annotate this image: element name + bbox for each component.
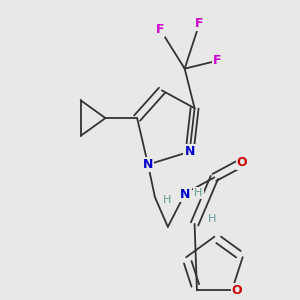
Text: O: O — [232, 284, 242, 297]
Text: N: N — [184, 145, 195, 158]
Text: F: F — [213, 54, 222, 67]
Text: F: F — [156, 22, 164, 36]
Text: O: O — [237, 156, 248, 169]
Text: F: F — [195, 16, 204, 30]
Text: H: H — [194, 188, 203, 198]
Text: H: H — [208, 214, 217, 224]
Text: N: N — [143, 158, 153, 171]
Text: N: N — [179, 188, 190, 201]
Text: H: H — [163, 195, 171, 205]
